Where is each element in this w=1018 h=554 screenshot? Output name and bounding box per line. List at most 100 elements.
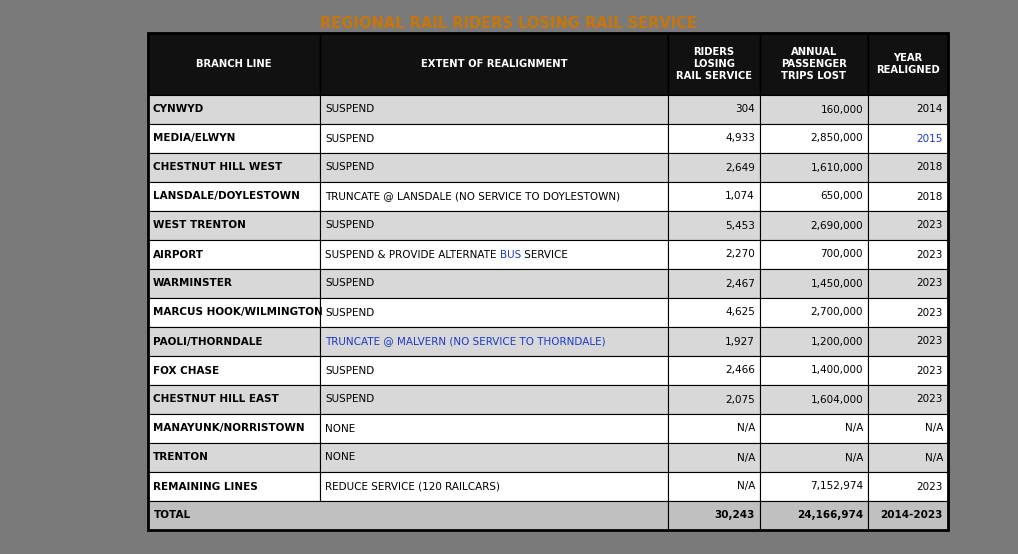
Text: FOX CHASE: FOX CHASE (153, 366, 219, 376)
Bar (868, 298, 948, 327)
Bar (148, 443, 320, 472)
Bar (760, 269, 868, 298)
Text: TOTAL: TOTAL (154, 510, 191, 521)
Bar (868, 153, 948, 182)
Text: SUSPEND: SUSPEND (325, 220, 375, 230)
Text: 2023: 2023 (916, 394, 943, 404)
Text: 2015: 2015 (916, 134, 943, 143)
Bar (760, 153, 868, 182)
Text: 2023: 2023 (916, 249, 943, 259)
Text: SUSPEND: SUSPEND (325, 105, 375, 115)
Bar (868, 124, 948, 153)
Bar (760, 327, 868, 356)
Text: MANAYUNK/NORRISTOWN: MANAYUNK/NORRISTOWN (153, 423, 304, 433)
Text: 2,467: 2,467 (725, 279, 755, 289)
Text: SUSPEND & PROVIDE ALTERNATE: SUSPEND & PROVIDE ALTERNATE (325, 249, 500, 259)
Bar (148, 211, 320, 240)
Bar (760, 501, 868, 530)
Bar (148, 95, 320, 124)
Text: 1,400,000: 1,400,000 (810, 366, 863, 376)
Bar (148, 298, 320, 327)
Text: 2018: 2018 (916, 192, 943, 202)
Text: N/A: N/A (845, 423, 863, 433)
Bar (760, 182, 868, 211)
Bar (668, 33, 760, 95)
Bar (668, 356, 760, 385)
Bar (320, 472, 668, 501)
Bar (668, 95, 760, 124)
Bar (668, 298, 760, 327)
Bar (668, 327, 760, 356)
Bar (320, 33, 668, 95)
Bar (148, 327, 320, 356)
Text: 30,243: 30,243 (715, 510, 755, 521)
Text: SUSPEND: SUSPEND (325, 307, 375, 317)
Text: 4,933: 4,933 (725, 134, 755, 143)
Text: 160,000: 160,000 (821, 105, 863, 115)
Text: CHESTNUT HILL WEST: CHESTNUT HILL WEST (153, 162, 282, 172)
Bar (668, 240, 760, 269)
Bar (868, 327, 948, 356)
Text: RIDERS
LOSING
RAIL SERVICE: RIDERS LOSING RAIL SERVICE (676, 47, 752, 81)
Bar (868, 240, 948, 269)
Text: REDUCE SERVICE (120 RAILCARS): REDUCE SERVICE (120 RAILCARS) (325, 481, 500, 491)
Text: REMAINING LINES: REMAINING LINES (153, 481, 258, 491)
Bar (868, 269, 948, 298)
Text: NONE: NONE (325, 423, 355, 433)
Bar (320, 298, 668, 327)
Text: 2023: 2023 (916, 279, 943, 289)
Bar (148, 124, 320, 153)
Text: 4,625: 4,625 (725, 307, 755, 317)
Text: SUSPEND: SUSPEND (325, 134, 375, 143)
Bar (868, 472, 948, 501)
Text: BRANCH LINE: BRANCH LINE (196, 59, 272, 69)
Bar (320, 269, 668, 298)
Bar (668, 501, 760, 530)
Text: REGIONAL RAIL RIDERS LOSING RAIL SERVICE: REGIONAL RAIL RIDERS LOSING RAIL SERVICE (321, 16, 697, 31)
Bar (668, 182, 760, 211)
Bar (868, 443, 948, 472)
Text: ANNUAL
PASSENGER
TRIPS LOST: ANNUAL PASSENGER TRIPS LOST (781, 47, 847, 81)
Bar (320, 414, 668, 443)
Text: MARCUS HOOK/WILMINGTON: MARCUS HOOK/WILMINGTON (153, 307, 323, 317)
Bar (148, 33, 320, 95)
Bar (320, 327, 668, 356)
Bar (868, 95, 948, 124)
Bar (760, 443, 868, 472)
Text: SERVICE: SERVICE (521, 249, 568, 259)
Bar (760, 124, 868, 153)
Bar (668, 211, 760, 240)
Text: 2,700,000: 2,700,000 (810, 307, 863, 317)
Bar (148, 501, 668, 530)
Text: 700,000: 700,000 (821, 249, 863, 259)
Bar (148, 240, 320, 269)
Bar (760, 240, 868, 269)
Bar (148, 269, 320, 298)
Bar (868, 385, 948, 414)
Text: 1,927: 1,927 (725, 336, 755, 346)
Bar (148, 472, 320, 501)
Bar (868, 33, 948, 95)
Text: SUSPEND: SUSPEND (325, 394, 375, 404)
Bar (668, 124, 760, 153)
Bar (760, 472, 868, 501)
Bar (148, 153, 320, 182)
Text: 2,649: 2,649 (725, 162, 755, 172)
Text: AIRPORT: AIRPORT (153, 249, 204, 259)
Bar (760, 356, 868, 385)
Bar (148, 356, 320, 385)
Text: CHESTNUT HILL EAST: CHESTNUT HILL EAST (153, 394, 279, 404)
Bar (148, 33, 948, 530)
Text: 2,075: 2,075 (725, 394, 755, 404)
Text: 1,200,000: 1,200,000 (810, 336, 863, 346)
Bar (668, 443, 760, 472)
Text: 1,610,000: 1,610,000 (810, 162, 863, 172)
Bar (868, 182, 948, 211)
Text: LANSDALE/DOYLESTOWN: LANSDALE/DOYLESTOWN (153, 192, 300, 202)
Bar (868, 356, 948, 385)
Text: N/A: N/A (737, 453, 755, 463)
Text: 7,152,974: 7,152,974 (810, 481, 863, 491)
Bar (320, 182, 668, 211)
Text: 2,690,000: 2,690,000 (810, 220, 863, 230)
Bar (320, 240, 668, 269)
